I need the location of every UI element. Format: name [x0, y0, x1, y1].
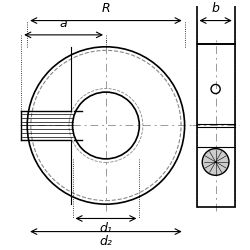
Circle shape	[202, 148, 229, 175]
Bar	[196, 0, 235, 44]
Text: a: a	[60, 17, 68, 30]
Text: d₁: d₁	[100, 222, 112, 235]
Text: b: b	[212, 2, 220, 15]
Text: d₂: d₂	[100, 235, 112, 248]
Text: R: R	[102, 2, 110, 15]
